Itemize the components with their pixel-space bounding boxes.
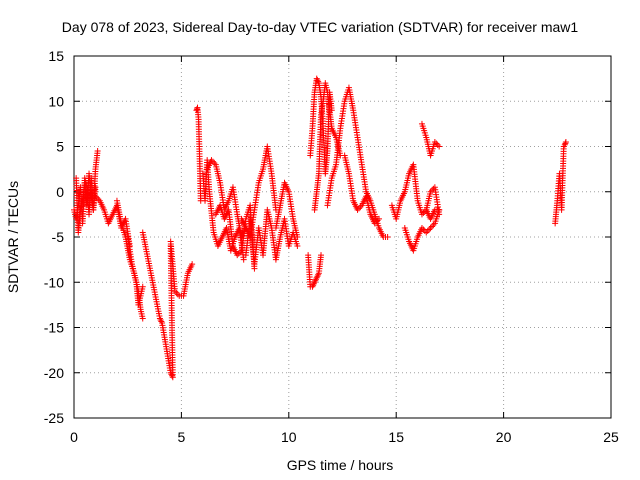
data-point — [294, 243, 301, 250]
data-point — [318, 252, 325, 259]
y-tick-label: -10 — [44, 274, 64, 290]
data-point — [562, 140, 569, 147]
data-point — [139, 315, 146, 322]
y-tick-label: 0 — [56, 184, 64, 200]
x-tick-label: 15 — [388, 429, 404, 445]
data-point — [436, 211, 443, 218]
series-arc-b — [73, 170, 99, 236]
data-point — [92, 184, 99, 191]
series-iso-2 — [193, 104, 204, 204]
chart-title: Day 078 of 2023, Sidereal Day-to-day VTE… — [62, 19, 579, 35]
y-tick-label: -20 — [44, 365, 64, 381]
data-point — [384, 234, 391, 240]
x-tick-label: 25 — [603, 429, 619, 445]
plot-frame — [73, 55, 612, 419]
x-tick-label: 10 — [281, 429, 297, 445]
series-arc-r — [388, 161, 443, 222]
data-point — [436, 143, 443, 150]
x-tick-label: 20 — [496, 429, 512, 445]
series-arc-e — [124, 234, 146, 308]
y-axis-label: SDTVAR / TECUs — [5, 181, 21, 293]
data-points — [71, 75, 569, 381]
y-tick-label: -15 — [44, 320, 64, 336]
series-arc-k — [242, 206, 301, 268]
y-tick-label: -25 — [44, 410, 64, 426]
y-tick-label: 15 — [48, 48, 64, 64]
series-arc-v — [552, 138, 569, 227]
data-point — [189, 261, 196, 268]
y-tick-label: 5 — [56, 139, 64, 155]
data-point — [561, 141, 568, 148]
series-arc-l — [272, 179, 301, 240]
data-point — [94, 148, 101, 155]
data-point — [240, 256, 247, 263]
series-arc-s — [401, 206, 443, 254]
x-tick-label: 5 — [178, 429, 186, 445]
data-point — [294, 234, 301, 240]
x-axis-ticks: 0 5 10 15 20 25 — [70, 56, 619, 445]
series-arc-m — [305, 252, 325, 290]
series-arc-o — [311, 80, 344, 213]
y-tick-label: -5 — [52, 229, 65, 245]
data-point — [193, 105, 200, 112]
data-point — [562, 138, 569, 145]
series-arc-p — [324, 84, 391, 240]
y-tick-label: 10 — [48, 93, 64, 109]
data-point — [376, 215, 383, 222]
x-tick-label: 0 — [70, 429, 78, 445]
series-arc-t — [418, 120, 443, 159]
series-arc-q — [341, 152, 383, 227]
y-axis-ticks: 15 10 5 0 -5 -10 -15 -20 -25 — [44, 48, 611, 426]
x-axis-label: GPS time / hours — [287, 457, 394, 473]
series-arc-f — [167, 238, 196, 299]
series-arc-u — [423, 184, 443, 218]
data-point — [139, 283, 146, 290]
